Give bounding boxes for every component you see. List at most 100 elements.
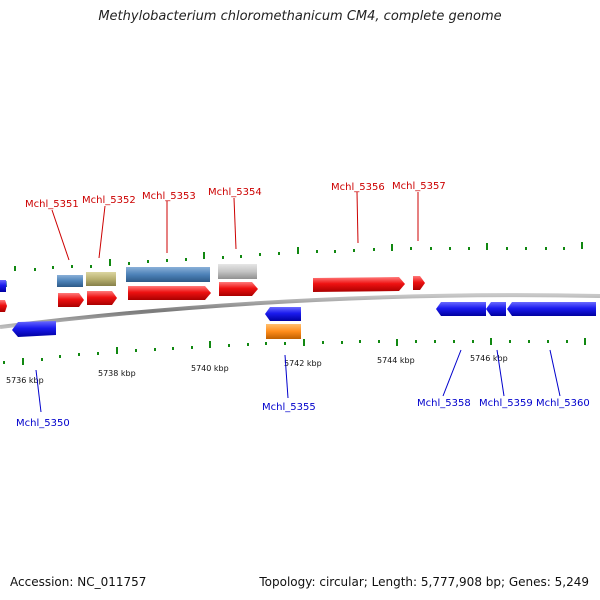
tick-mark	[297, 247, 299, 254]
gene-arrow[interactable]	[87, 291, 117, 305]
gene-label[interactable]: Mchl_5360	[536, 398, 590, 409]
axis-label: 5742 kbp	[284, 359, 322, 368]
gene-label[interactable]: Mchl_5357	[392, 181, 446, 192]
tick-mark	[547, 340, 549, 343]
tick-mark	[71, 265, 73, 268]
tick-mark	[353, 249, 355, 252]
gene-arrow[interactable]	[0, 300, 7, 312]
tick-mark	[154, 348, 156, 351]
axis-label: 5744 kbp	[377, 356, 415, 365]
gene-label[interactable]: Mchl_5356	[331, 182, 385, 193]
tick-mark	[545, 247, 547, 250]
axis-label: 5746 kbp	[470, 354, 508, 363]
tick-mark	[468, 247, 470, 250]
tick-mark	[3, 361, 5, 364]
tick-marks	[3, 242, 586, 365]
tick-mark	[259, 253, 261, 256]
gene-label[interactable]: Mchl_5353	[142, 191, 196, 202]
tick-mark	[509, 340, 511, 343]
gene-arrow[interactable]	[265, 307, 301, 321]
tick-mark	[506, 247, 508, 250]
leader-line	[98, 205, 106, 259]
tick-mark	[247, 343, 249, 346]
tick-mark	[378, 340, 380, 343]
gene-labels: Mchl_5351 Mchl_5352 Mchl_5353 Mchl_5354 …	[16, 181, 590, 429]
gene-label[interactable]: Mchl_5352	[82, 195, 136, 206]
gene-arrow[interactable]	[507, 302, 596, 316]
tick-mark	[341, 341, 343, 344]
tick-mark	[528, 340, 530, 343]
tick-mark	[434, 340, 436, 343]
cog-box	[126, 267, 210, 282]
leader-line	[35, 369, 42, 413]
gene-arrow[interactable]	[486, 302, 506, 316]
leader-line	[284, 354, 289, 399]
tick-mark	[228, 344, 230, 347]
cog-box	[86, 272, 116, 286]
tick-mark	[116, 347, 118, 354]
tick-mark	[486, 243, 488, 250]
tick-mark	[284, 342, 286, 345]
tick-mark	[415, 340, 417, 343]
genome-stats-text: Topology: circular; Length: 5,777,908 bp…	[259, 575, 589, 589]
gene-label[interactable]: Mchl_5350	[16, 418, 70, 429]
tick-mark	[166, 259, 168, 262]
tick-mark	[172, 347, 174, 350]
tick-mark	[41, 358, 43, 361]
tick-mark	[278, 252, 280, 255]
axis-label: 5738 kbp	[98, 369, 136, 378]
axis-labels: 5736 kbp 5738 kbp 5740 kbp 5742 kbp 5744…	[6, 354, 508, 385]
tick-mark	[97, 352, 99, 355]
leader-line	[549, 349, 561, 397]
gene-arrow[interactable]	[436, 302, 486, 316]
gene-arrow[interactable]	[12, 321, 56, 337]
tick-mark	[322, 341, 324, 344]
cog-boxes	[0, 264, 301, 339]
tick-mark	[147, 260, 149, 263]
tick-mark	[490, 338, 492, 345]
cog-box	[266, 324, 301, 339]
leader-lines	[35, 191, 561, 413]
tick-mark	[185, 258, 187, 261]
tick-mark	[90, 265, 92, 268]
tick-mark	[14, 266, 16, 271]
leader-line	[233, 197, 237, 250]
tick-mark	[34, 268, 36, 271]
tick-mark	[203, 252, 205, 259]
gene-arrow[interactable]	[0, 280, 6, 292]
tick-mark	[222, 256, 224, 259]
gene-label[interactable]: Mchl_5358	[417, 398, 471, 409]
tick-mark	[78, 353, 80, 356]
gene-arrow[interactable]	[219, 282, 258, 296]
genome-backbone	[0, 293, 600, 329]
cog-box	[218, 264, 257, 279]
gene-arrow[interactable]	[58, 293, 84, 307]
gene-arrow[interactable]	[413, 276, 425, 290]
minus-strand-genes	[0, 280, 596, 337]
tick-mark	[59, 355, 61, 358]
gene-label[interactable]: Mchl_5354	[208, 187, 262, 198]
gene-label[interactable]: Mchl_5359	[479, 398, 533, 409]
tick-mark	[430, 247, 432, 250]
tick-mark	[316, 250, 318, 253]
tick-mark	[191, 346, 193, 349]
tick-mark	[303, 339, 305, 346]
tick-mark	[472, 340, 474, 343]
cog-box	[57, 275, 83, 287]
tick-mark	[22, 358, 24, 365]
tick-mark	[52, 266, 54, 269]
tick-mark	[449, 247, 451, 250]
leader-line	[496, 349, 505, 397]
tick-mark	[359, 340, 361, 343]
gene-label[interactable]: Mchl_5351	[25, 199, 79, 210]
plus-strand-genes	[0, 276, 425, 312]
gene-label[interactable]: Mchl_5355	[262, 402, 316, 413]
gene-arrow[interactable]	[128, 286, 211, 300]
accession-text: Accession: NC_011757	[10, 575, 147, 589]
tick-mark	[563, 247, 565, 250]
tick-mark	[410, 247, 412, 250]
gene-arrow[interactable]	[313, 277, 405, 292]
tick-mark	[109, 259, 111, 266]
tick-mark	[453, 340, 455, 343]
